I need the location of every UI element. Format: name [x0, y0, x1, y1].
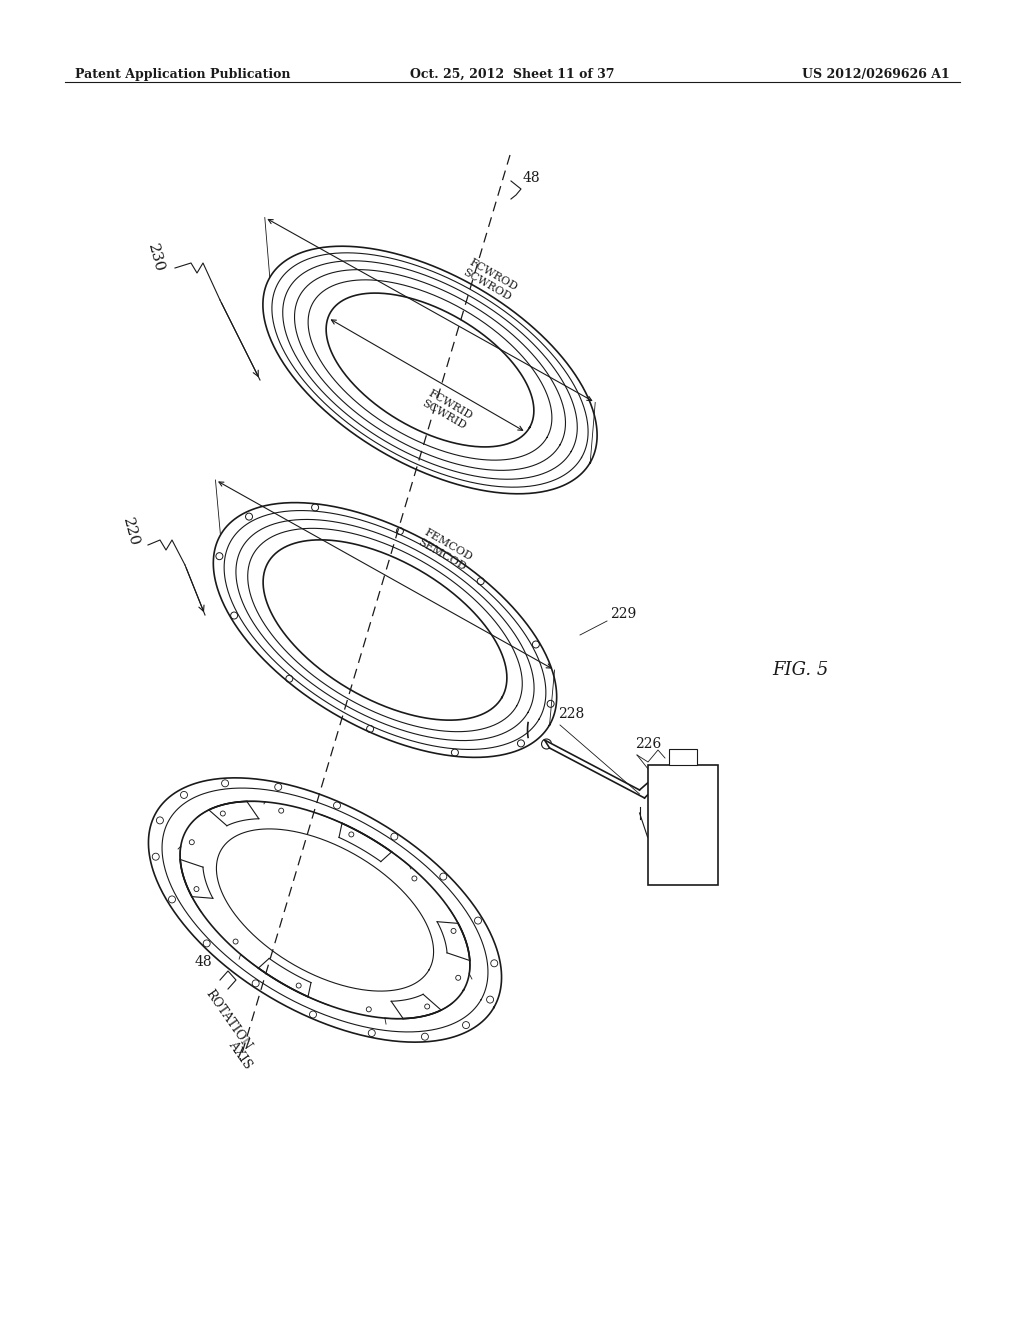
Text: 230: 230	[145, 242, 166, 273]
Bar	[647, 766, 718, 884]
Polygon shape	[545, 741, 644, 799]
Text: 226: 226	[635, 737, 662, 751]
Text: FCWRID
SCWRID: FCWRID SCWRID	[420, 388, 474, 432]
Text: 220: 220	[120, 516, 141, 548]
Text: ROTATION: ROTATION	[203, 987, 254, 1053]
Text: 48: 48	[195, 954, 213, 969]
Text: FEMCOD
SEMCOD: FEMCOD SEMCOD	[417, 527, 474, 573]
Text: AXIS: AXIS	[225, 1039, 254, 1072]
Text: US 2012/0269626 A1: US 2012/0269626 A1	[802, 69, 950, 81]
Text: FCWROD
SCWROD: FCWROD SCWROD	[461, 257, 519, 302]
Text: 228: 228	[558, 708, 585, 721]
Text: 48: 48	[523, 172, 541, 185]
Bar	[669, 748, 696, 766]
Text: Oct. 25, 2012  Sheet 11 of 37: Oct. 25, 2012 Sheet 11 of 37	[410, 69, 614, 81]
Text: FIG. 5: FIG. 5	[772, 661, 828, 678]
Text: 229: 229	[610, 607, 636, 620]
Text: Patent Application Publication: Patent Application Publication	[75, 69, 291, 81]
